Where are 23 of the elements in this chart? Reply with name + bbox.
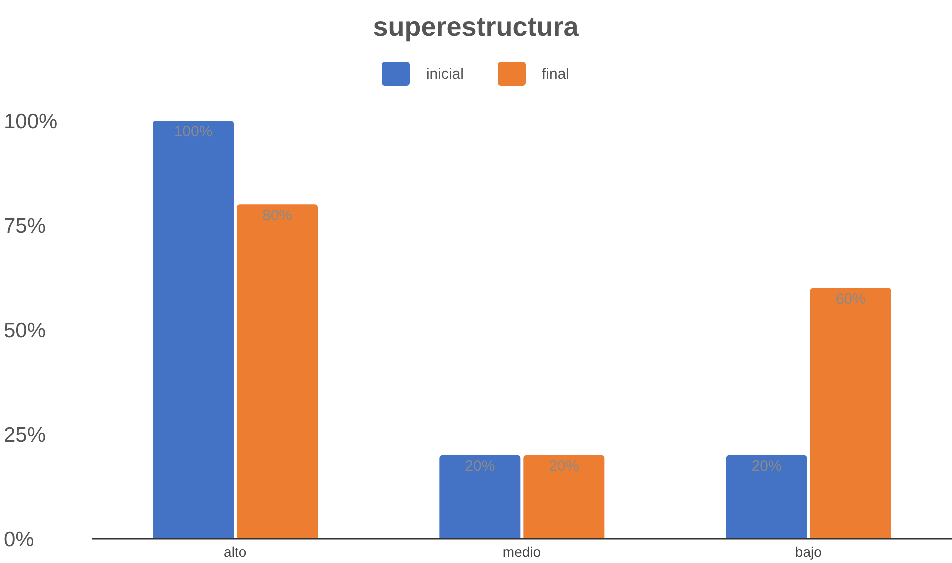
data-label: 100%	[174, 124, 213, 141]
data-label: 20%	[752, 458, 782, 476]
legend-label: final	[542, 66, 570, 82]
x-tick-label: bajo	[795, 544, 822, 560]
bar	[524, 455, 605, 539]
data-label: 20%	[549, 458, 580, 476]
chart-title: superestructura	[372, 12, 580, 43]
bar	[153, 121, 234, 539]
bar	[810, 288, 892, 539]
y-tick-label: 0%	[4, 528, 34, 552]
y-tick-label: 100%	[4, 110, 58, 134]
x-tick-label: medio	[502, 544, 542, 560]
data-label: 20%	[465, 458, 496, 476]
data-label: 60%	[836, 290, 866, 308]
legend-label: inicial	[426, 66, 464, 82]
y-tick-label: 75%	[4, 214, 46, 238]
x-tick-label: alto	[224, 544, 247, 560]
bar	[237, 204, 318, 539]
y-tick-label: 25%	[4, 424, 46, 447]
y-tick-label: 50%	[4, 319, 46, 342]
data-label: 80%	[262, 207, 293, 224]
bar	[726, 455, 808, 539]
bar	[440, 455, 521, 539]
